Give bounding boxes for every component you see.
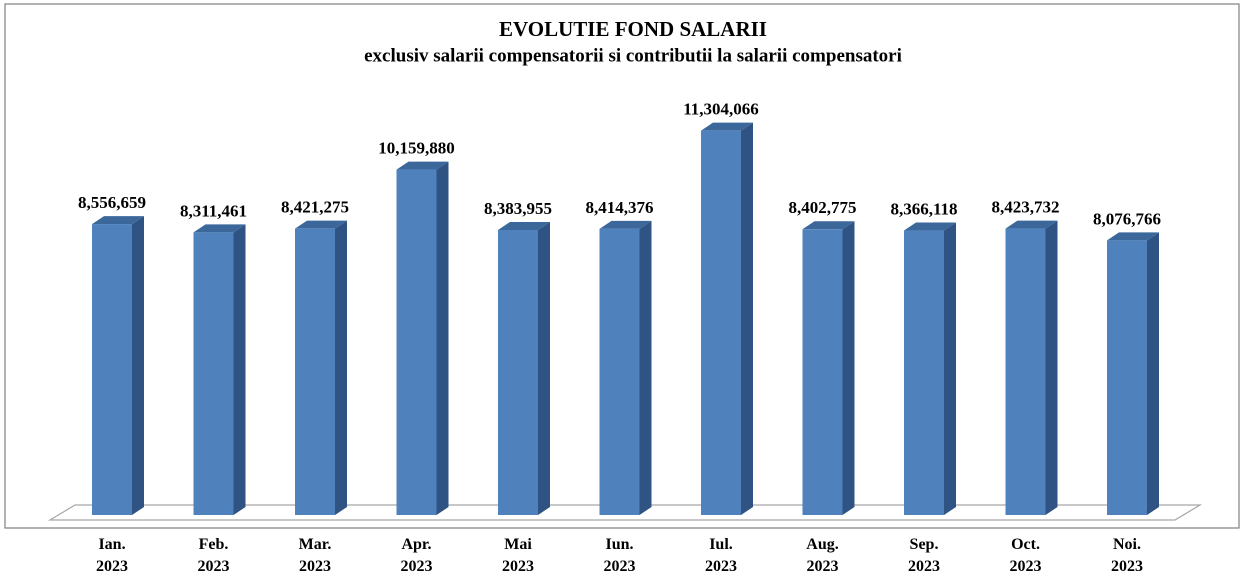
bar-front bbox=[498, 229, 538, 515]
x-tick-label: Aug. 2023 bbox=[806, 536, 838, 575]
bar bbox=[599, 220, 652, 516]
bar bbox=[396, 161, 449, 515]
bar-top bbox=[498, 221, 550, 230]
x-tick-label-line: 2023 bbox=[502, 558, 534, 575]
bar bbox=[498, 221, 550, 515]
bar-front bbox=[802, 229, 843, 515]
x-tick-label-line: Iun. bbox=[605, 536, 633, 553]
bar-front bbox=[599, 228, 640, 516]
bar-front bbox=[396, 169, 437, 515]
value-label: 8,414,376 bbox=[586, 198, 654, 217]
bar-side bbox=[233, 224, 246, 515]
chart-border bbox=[4, 3, 1240, 529]
x-tick-label-line: 2023 bbox=[604, 558, 636, 575]
bar-top bbox=[193, 224, 246, 233]
chart-title: EVOLUTIE FOND SALARII bbox=[499, 17, 767, 41]
x-tick-label: Sep. 2023 bbox=[908, 536, 940, 575]
bar bbox=[701, 122, 753, 516]
bar-top bbox=[904, 222, 956, 231]
bar-side bbox=[1147, 232, 1159, 515]
bar-side bbox=[944, 222, 956, 515]
x-tick-label-line: 2023 bbox=[908, 558, 940, 575]
chart-subtitle: exclusiv salarii compensatorii si contri… bbox=[364, 45, 902, 66]
bar-side bbox=[842, 221, 855, 515]
bar-front bbox=[904, 230, 944, 515]
x-tick-label-line: 2023 bbox=[299, 558, 331, 575]
x-tick-label: Ian. 2023 bbox=[96, 536, 128, 575]
x-tick-label: Mar. 2023 bbox=[299, 536, 332, 575]
bar bbox=[1005, 220, 1058, 515]
value-label: 8,421,275 bbox=[281, 198, 349, 217]
x-tick-label-line: Oct. bbox=[1011, 536, 1040, 553]
value-label: 8,311,461 bbox=[180, 201, 247, 220]
bar-front bbox=[1005, 228, 1046, 515]
bar bbox=[295, 220, 347, 516]
value-label: 8,556,659 bbox=[78, 193, 146, 212]
x-tick-label: Iun. 2023 bbox=[604, 536, 636, 575]
x-tick-label-line: Apr. bbox=[401, 536, 431, 553]
bar-side bbox=[436, 161, 449, 515]
bar-side bbox=[1045, 220, 1058, 515]
x-tick-label-line: 2023 bbox=[1010, 558, 1042, 575]
value-label: 8,366,118 bbox=[890, 199, 957, 218]
bar-top bbox=[599, 220, 652, 229]
value-label: 8,402,775 bbox=[789, 198, 857, 217]
value-label: 8,076,766 bbox=[1093, 209, 1161, 228]
bar bbox=[193, 224, 246, 515]
bar-top bbox=[1107, 232, 1159, 241]
bar-top bbox=[701, 122, 753, 131]
bar bbox=[802, 221, 855, 515]
x-tick-label-line: Ian. bbox=[98, 536, 125, 553]
bar-front bbox=[701, 130, 741, 516]
bar-front bbox=[193, 232, 234, 515]
x-tick-label: Apr. 2023 bbox=[401, 536, 433, 575]
bar-side bbox=[132, 216, 144, 515]
bar-side bbox=[335, 220, 347, 516]
bar bbox=[92, 216, 144, 515]
x-tick-label-line: 2023 bbox=[807, 558, 839, 575]
x-tick-label-line: Noi. bbox=[1113, 536, 1141, 553]
x-tick-label-line: Mai bbox=[504, 536, 532, 553]
x-tick-label-line: 2023 bbox=[705, 558, 737, 575]
bar-front bbox=[1107, 240, 1147, 515]
x-tick-label-line: Aug. bbox=[806, 536, 838, 553]
x-tick-label-line: Feb. bbox=[199, 536, 229, 553]
bar bbox=[904, 222, 956, 515]
floor bbox=[47, 504, 1203, 521]
x-tick-label: Noi. 2023 bbox=[1111, 536, 1143, 575]
x-tick-label: Iul. 2023 bbox=[705, 536, 737, 575]
bar-top bbox=[802, 221, 855, 230]
value-label: 8,383,955 bbox=[484, 199, 552, 218]
x-tick-label-line: Iul. bbox=[709, 536, 733, 553]
bar-side bbox=[639, 220, 652, 516]
x-tick-label-line: 2023 bbox=[198, 558, 230, 575]
bar-front bbox=[92, 224, 132, 515]
bar-top bbox=[295, 220, 347, 229]
x-tick-label-line: Sep. bbox=[910, 536, 939, 553]
x-tick-label: Mai 2023 bbox=[502, 536, 534, 575]
x-tick-label-line: 2023 bbox=[401, 558, 433, 575]
bar-top bbox=[396, 161, 449, 170]
bar-side bbox=[538, 221, 550, 515]
x-tick-label: Feb. 2023 bbox=[198, 536, 230, 575]
x-tick-label-line: 2023 bbox=[96, 558, 128, 575]
x-tick-label: Oct. 2023 bbox=[1010, 536, 1042, 575]
bar-side bbox=[741, 122, 753, 516]
bar-front bbox=[295, 228, 335, 516]
value-label: 11,304,066 bbox=[683, 100, 759, 119]
bar-top bbox=[92, 216, 144, 225]
bar-top bbox=[1005, 220, 1058, 229]
x-tick-label-line: 2023 bbox=[1111, 558, 1143, 575]
value-label: 8,423,732 bbox=[992, 197, 1060, 216]
value-label: 10,159,880 bbox=[378, 138, 455, 157]
x-tick-label-line: Mar. bbox=[299, 536, 332, 553]
bar bbox=[1107, 232, 1159, 515]
